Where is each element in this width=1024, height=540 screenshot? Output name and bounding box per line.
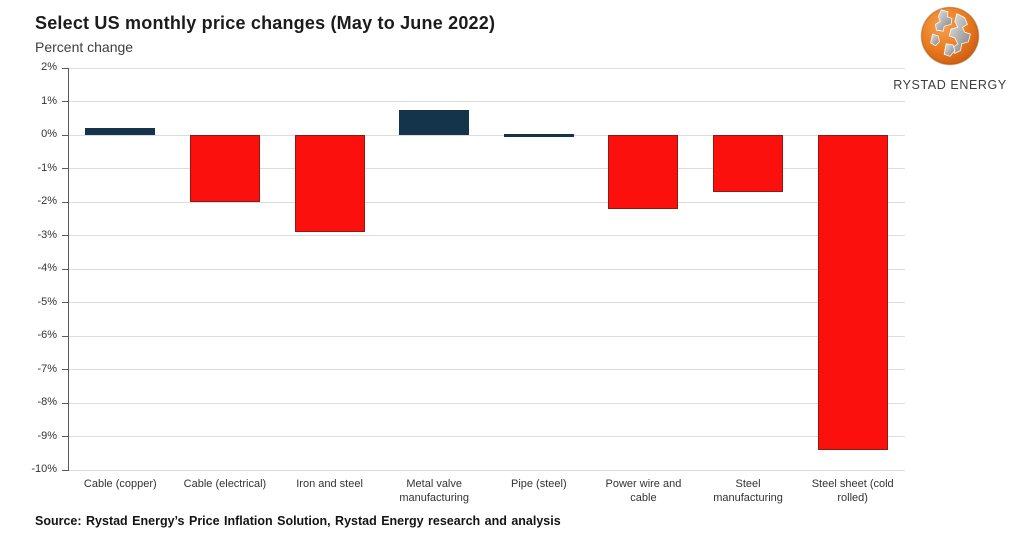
bar-3	[399, 109, 470, 135]
category-label: Cable (copper)	[68, 477, 173, 491]
y-tick-label: -9%	[37, 429, 57, 442]
y-tick-mark	[62, 67, 68, 69]
y-tick-label: -10%	[31, 463, 57, 475]
category-label-line: Iron and steel	[296, 478, 363, 490]
y-tick-mark	[62, 402, 68, 404]
y-tick-mark	[62, 134, 68, 136]
gridline	[68, 201, 905, 203]
gridline	[68, 469, 905, 471]
bar-0	[85, 128, 156, 135]
category-label-line: manufacturing	[399, 492, 470, 504]
gridline	[68, 235, 905, 236]
category-label-line: Metal valve	[406, 478, 462, 490]
bar-1	[189, 135, 260, 202]
y-tick-mark	[62, 436, 68, 437]
y-axis-line	[68, 68, 69, 471]
y-tick-mark	[62, 168, 68, 169]
bar-7	[817, 135, 888, 450]
y-tick-mark	[62, 201, 68, 203]
y-tick-mark	[62, 335, 68, 337]
y-tick-label: 2%	[41, 61, 57, 73]
category-label: Pipe (steel)	[487, 477, 592, 491]
category-label: Metal valve manufacturing	[382, 477, 487, 505]
gridline	[68, 134, 905, 136]
y-tick-label: 1%	[41, 94, 57, 107]
category-label-line: rolled)	[837, 492, 868, 504]
bar-4	[503, 133, 574, 137]
bar-5	[608, 135, 679, 209]
y-tick-label: -4%	[37, 262, 57, 274]
y-tick-mark	[62, 469, 68, 471]
y-tick-label: 0%	[41, 128, 57, 140]
y-tick-mark	[62, 268, 68, 270]
category-label-line: manufacturing	[713, 492, 783, 504]
category-label: Cable (electrical)	[173, 477, 278, 491]
gridline	[68, 302, 905, 303]
gridline	[68, 369, 905, 370]
source-note: Source: Rystad Energy’s Price Inflation …	[35, 514, 561, 528]
y-tick-label: -2%	[37, 195, 57, 207]
gridline	[68, 101, 905, 102]
category-label-line: Cable (copper)	[83, 478, 157, 490]
category-label: Iron and steel	[277, 477, 382, 491]
rystad-globe-icon	[920, 6, 980, 66]
category-label: Power wire and cable	[591, 477, 696, 505]
category-label-line: Pipe (steel)	[510, 478, 567, 490]
page-title: Select US monthly price changes (May to …	[35, 13, 496, 33]
gridline	[68, 335, 905, 337]
gridline	[68, 436, 905, 437]
category-label: Steel sheet (cold rolled)	[800, 477, 905, 505]
bar-2	[294, 135, 365, 233]
bar-6	[713, 135, 784, 192]
gridline	[68, 168, 905, 169]
category-label-line: Cable (electrical)	[183, 478, 267, 490]
gridline	[68, 67, 905, 69]
y-tick-label: -1%	[37, 161, 57, 174]
rystad-logo: RYSTAD ENERGY	[880, 5, 1020, 92]
category-label: Steel manufacturing	[696, 477, 801, 505]
y-tick-mark	[62, 235, 68, 236]
y-tick-label: -6%	[37, 329, 57, 341]
y-tick-label: -5%	[37, 295, 57, 308]
y-tick-mark	[62, 302, 68, 303]
y-tick-label: -7%	[37, 362, 57, 375]
y-tick-label: -8%	[37, 396, 57, 408]
gridline	[68, 268, 905, 270]
y-tick-mark	[62, 369, 68, 370]
category-label-line: Power wire and	[605, 478, 682, 490]
rystad-wordmark: RYSTAD ENERGY	[893, 78, 1007, 92]
gridline	[68, 402, 905, 404]
category-label-line: Steel	[735, 478, 761, 490]
y-tick-label: -3%	[37, 228, 57, 241]
category-label-line: Steel sheet (cold	[811, 478, 894, 490]
chart-subtitle: Percent change	[35, 39, 134, 55]
y-tick-mark	[62, 101, 68, 102]
category-label-line: cable	[630, 492, 657, 504]
